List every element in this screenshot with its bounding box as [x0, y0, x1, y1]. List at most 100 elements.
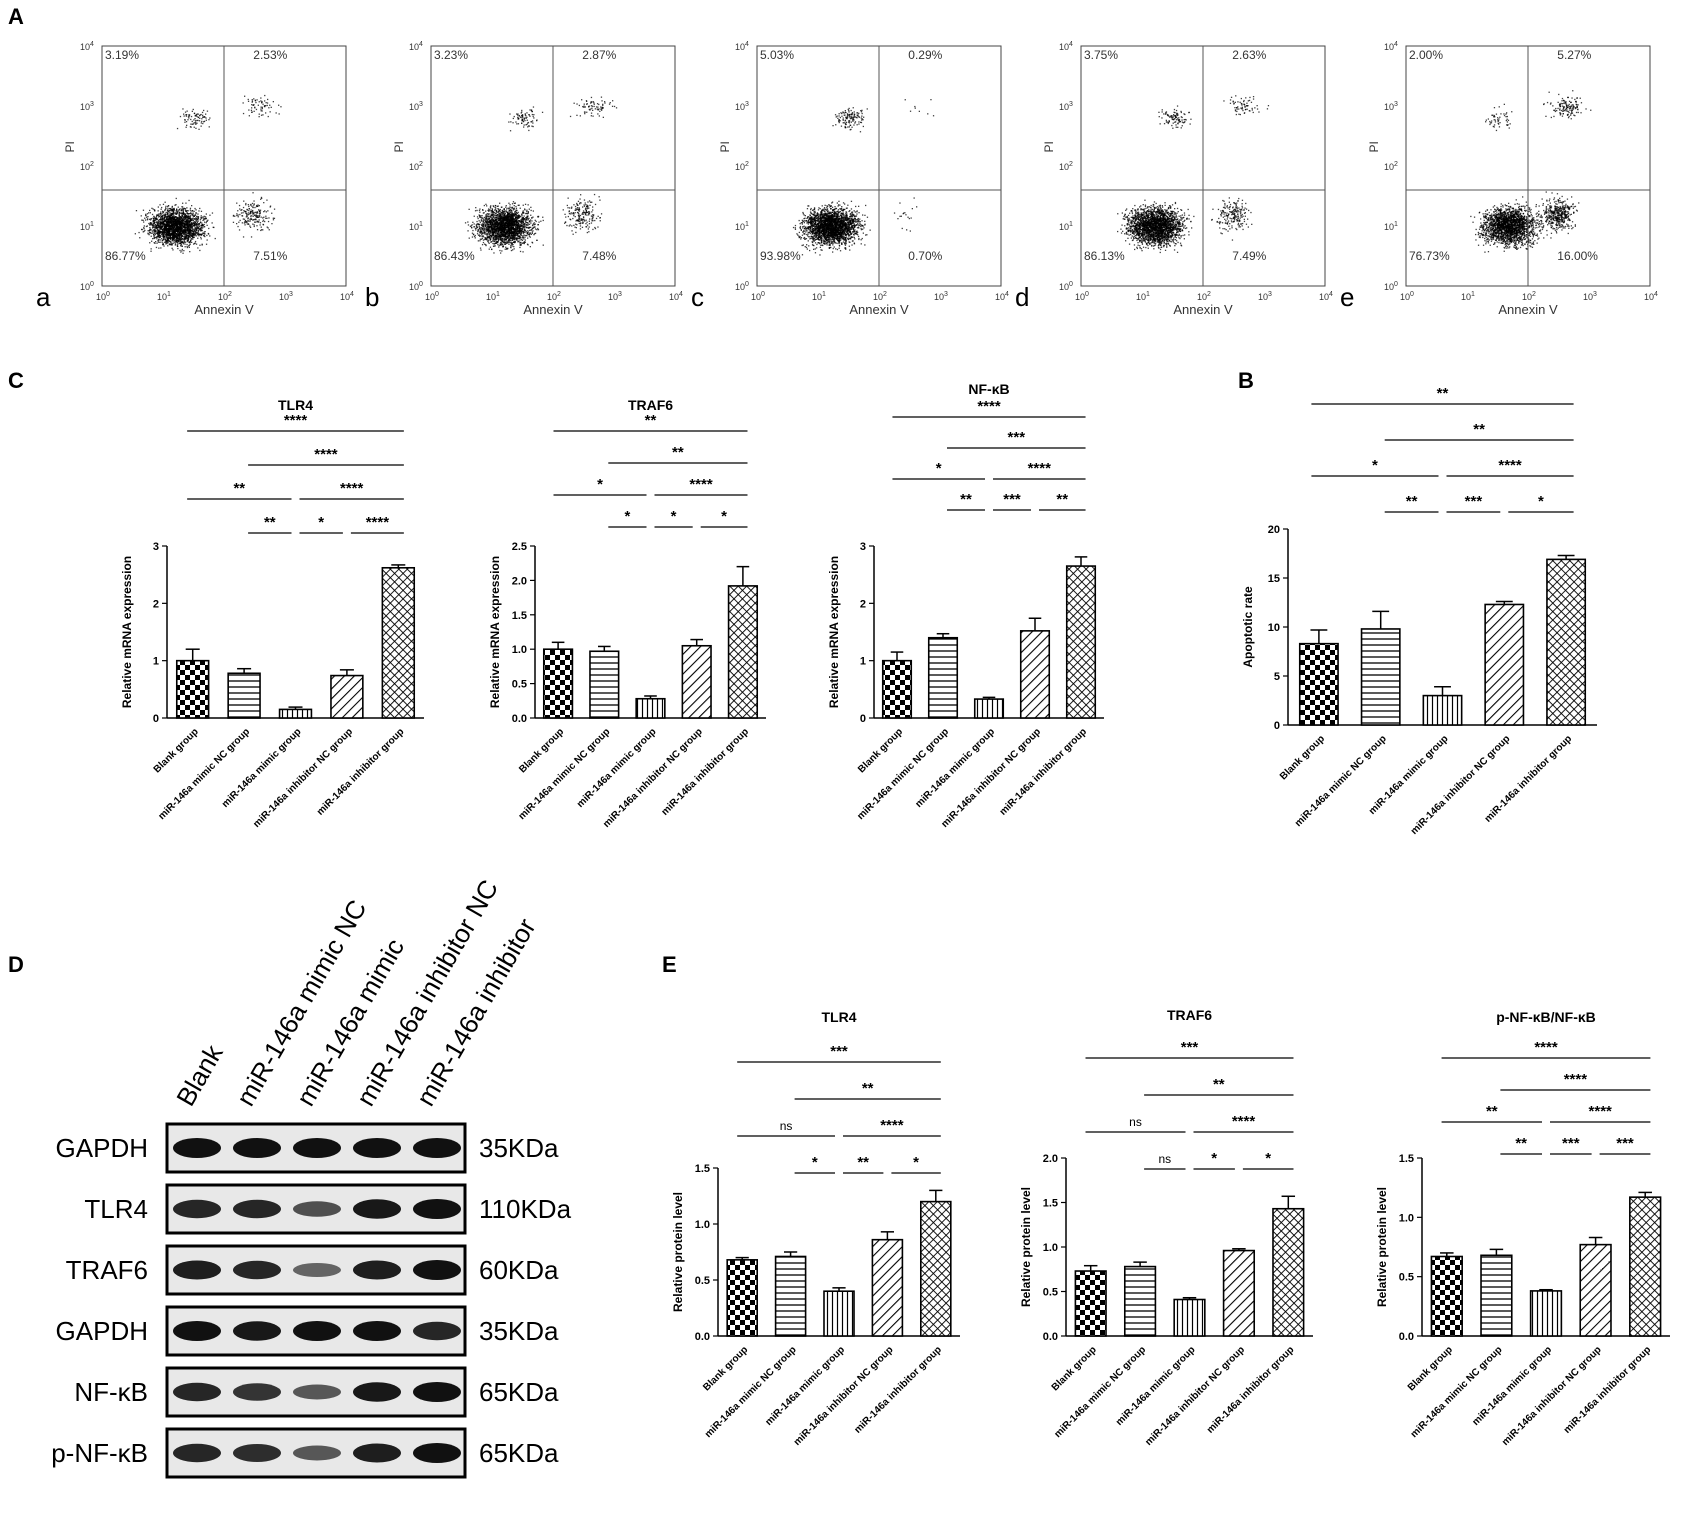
- flow-event: [144, 229, 146, 232]
- flow-event: [597, 215, 599, 217]
- flow-event: [161, 223, 163, 225]
- flow-event: [500, 241, 502, 243]
- flow-event: [490, 234, 492, 237]
- flow-event: [162, 214, 164, 216]
- flow-event: [513, 229, 515, 231]
- flow-event: [542, 216, 544, 218]
- flow-event: [184, 241, 187, 243]
- flow-event: [148, 218, 151, 220]
- flow-event: [258, 209, 260, 211]
- flow-event: [519, 236, 521, 238]
- flow-event: [499, 213, 501, 215]
- flow-event: [526, 209, 528, 211]
- flow-event: [162, 212, 164, 214]
- flow-event: [182, 215, 184, 217]
- flow-event: [176, 226, 178, 228]
- flow-event: [167, 215, 169, 218]
- flow-event: [246, 209, 248, 211]
- flow-event: [476, 227, 478, 229]
- flow-event: [186, 240, 188, 242]
- flow-event: [530, 222, 532, 224]
- flow-event: [534, 228, 537, 230]
- flow-event: [594, 219, 596, 222]
- flow-event: [237, 225, 239, 228]
- flow-event: [204, 235, 206, 238]
- flow-event: [179, 216, 181, 218]
- flow-event: [156, 230, 158, 232]
- flow-event: [501, 228, 504, 230]
- flow-event: [160, 228, 162, 230]
- flow-event: [507, 231, 509, 233]
- flow-event: [490, 226, 492, 228]
- flow-event: [585, 219, 587, 221]
- flow-event: [174, 233, 176, 236]
- flow-event: [505, 231, 507, 234]
- flow-event: [201, 224, 203, 227]
- flow-event: [592, 206, 594, 208]
- flow-event: [164, 228, 167, 230]
- flow-event: [179, 212, 181, 215]
- flow-event: [159, 213, 162, 215]
- flow-event: [484, 223, 486, 225]
- flow-event: [514, 220, 516, 222]
- flow-event: [192, 123, 194, 125]
- flow-event: [482, 212, 485, 214]
- flow-event: [489, 213, 491, 215]
- flow-event: [522, 220, 524, 223]
- flow-event: [503, 208, 505, 210]
- flow-event: [507, 237, 509, 239]
- flow-event: [199, 244, 201, 246]
- flow-event: [177, 206, 179, 208]
- flow-event: [192, 212, 194, 214]
- flow-event: [495, 213, 497, 215]
- flow-event: [258, 113, 260, 115]
- flow-event: [519, 223, 521, 226]
- flow-event: [177, 228, 179, 231]
- flow-event: [509, 204, 511, 206]
- flow-event: [165, 236, 168, 238]
- flow-event: [493, 216, 495, 219]
- flow-event: [499, 215, 501, 217]
- flow-event: [489, 219, 492, 221]
- flow-event: [520, 232, 523, 234]
- flow-event: [501, 242, 503, 244]
- flow-event: [159, 213, 161, 215]
- flow-event: [473, 235, 476, 238]
- flow-event: [504, 236, 506, 238]
- flow-event: [485, 230, 487, 232]
- flow-event: [499, 230, 501, 232]
- flow-event: [512, 214, 514, 216]
- flow-event: [172, 227, 174, 229]
- flow-event: [171, 205, 173, 208]
- flow-event: [264, 94, 266, 97]
- flow-event: [527, 204, 529, 206]
- flow-event: [196, 218, 198, 220]
- flow-event: [502, 237, 504, 240]
- flow-event: [199, 249, 201, 252]
- flow-event: [188, 114, 191, 116]
- flow-event: [482, 230, 485, 232]
- tick-exponent: 3: [289, 291, 293, 298]
- flow-event: [514, 214, 516, 216]
- flow-event: [492, 226, 494, 228]
- flow-event: [501, 221, 503, 223]
- flow-event: [180, 233, 182, 235]
- flow-event: [173, 242, 175, 244]
- flow-event: [510, 236, 512, 238]
- flow-event: [163, 231, 165, 233]
- flow-event: [169, 227, 172, 230]
- flow-event: [505, 222, 507, 224]
- flow-event: [183, 229, 185, 231]
- flow-event: [191, 237, 194, 239]
- flow-event: [198, 228, 200, 230]
- flow-event: [200, 234, 202, 236]
- flow-event: [488, 226, 490, 228]
- flow-event: [264, 220, 266, 223]
- flow-event: [579, 217, 581, 219]
- flow-event: [192, 222, 194, 224]
- flow-event: [486, 213, 488, 215]
- flow-event: [242, 212, 244, 214]
- flow-event: [510, 241, 512, 243]
- flow-event: [497, 215, 499, 218]
- flow-event: [175, 219, 178, 221]
